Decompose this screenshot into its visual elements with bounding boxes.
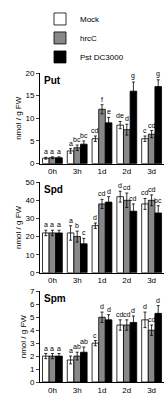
svg-text:0: 0	[30, 159, 35, 168]
svg-text:0h: 0h	[48, 386, 57, 395]
svg-text:7: 7	[30, 287, 35, 296]
svg-text:Mock: Mock	[80, 15, 100, 24]
svg-text:a: a	[50, 148, 54, 155]
svg-text:a: a	[57, 148, 61, 155]
svg-text:a: a	[57, 221, 61, 228]
svg-text:3h: 3h	[73, 167, 82, 176]
svg-text:a: a	[57, 345, 61, 352]
svg-text:d: d	[107, 306, 111, 313]
svg-text:d: d	[118, 182, 122, 189]
svg-text:1: 1	[30, 365, 35, 374]
svg-text:bc: bc	[154, 197, 162, 204]
svg-text:2: 2	[30, 352, 35, 361]
svg-text:g: g	[131, 72, 135, 80]
svg-text:6: 6	[30, 300, 35, 309]
svg-text:3d: 3d	[147, 167, 156, 176]
svg-text:a: a	[44, 221, 48, 228]
svg-text:50: 50	[25, 178, 34, 187]
svg-text:1d: 1d	[98, 167, 107, 176]
svg-text:de: de	[116, 112, 124, 119]
svg-text:3: 3	[30, 339, 35, 348]
svg-text:3d: 3d	[147, 276, 156, 285]
svg-text:Spm: Spm	[44, 293, 66, 304]
svg-text:a: a	[50, 345, 54, 352]
svg-text:0h: 0h	[48, 167, 57, 176]
svg-text:20: 20	[25, 69, 34, 78]
svg-text:cd: cd	[148, 122, 156, 129]
svg-text:3d: 3d	[147, 386, 156, 395]
svg-text:cd: cd	[148, 186, 156, 193]
svg-text:Put: Put	[44, 75, 61, 86]
svg-text:nmol / g FW: nmol / g FW	[14, 205, 23, 249]
svg-text:5: 5	[30, 313, 35, 322]
svg-text:d: d	[100, 303, 104, 310]
svg-text:e: e	[107, 108, 111, 115]
svg-text:0: 0	[30, 378, 35, 387]
svg-text:a: a	[69, 217, 73, 224]
svg-text:cd: cd	[91, 127, 99, 134]
svg-text:1d: 1d	[98, 276, 107, 285]
svg-text:d: d	[93, 214, 97, 221]
svg-text:ab: ab	[73, 343, 81, 350]
svg-text:nmol / g FW: nmol / g FW	[14, 96, 23, 140]
svg-text:nmol / g FW: nmol / g FW	[19, 315, 28, 359]
svg-text:a: a	[69, 347, 73, 354]
svg-text:3h: 3h	[73, 276, 82, 285]
svg-text:cd: cd	[141, 189, 149, 196]
svg-text:g: g	[156, 70, 160, 78]
svg-text:Spd: Spd	[44, 184, 63, 195]
svg-text:10: 10	[25, 114, 34, 123]
svg-text:10: 10	[25, 250, 34, 259]
svg-text:cd: cd	[148, 316, 156, 323]
svg-text:a: a	[44, 148, 48, 155]
svg-text:a: a	[69, 140, 73, 147]
svg-text:ab: ab	[80, 338, 88, 345]
svg-text:hrcC: hrcC	[80, 34, 97, 43]
svg-text:40: 40	[25, 196, 34, 205]
svg-text:cd: cd	[116, 311, 124, 318]
svg-text:5: 5	[30, 137, 35, 146]
svg-text:30: 30	[25, 214, 34, 223]
svg-text:c: c	[93, 332, 97, 339]
svg-text:d: d	[156, 297, 160, 304]
svg-text:1d: 1d	[98, 386, 107, 395]
svg-text:b: b	[75, 222, 79, 229]
svg-text:bc: bc	[73, 136, 81, 143]
svg-text:d: d	[107, 188, 111, 195]
svg-text:20: 20	[25, 232, 34, 241]
svg-text:cd: cd	[98, 190, 106, 197]
svg-text:3h: 3h	[73, 386, 82, 395]
svg-text:d: d	[143, 303, 147, 310]
svg-text:cd: cd	[123, 311, 131, 318]
svg-text:d: d	[125, 115, 129, 122]
svg-text:c: c	[82, 229, 86, 236]
svg-text:4: 4	[30, 326, 35, 335]
svg-text:15: 15	[25, 91, 34, 100]
svg-text:2d: 2d	[122, 276, 131, 285]
svg-text:cd: cd	[123, 184, 131, 191]
svg-text:a: a	[44, 345, 48, 352]
svg-text:2d: 2d	[122, 167, 131, 176]
svg-text:cd: cd	[129, 195, 137, 202]
svg-text:2d: 2d	[122, 386, 131, 395]
svg-text:Pst DC3000: Pst DC3000	[80, 53, 124, 62]
svg-text:c: c	[143, 127, 147, 134]
svg-text:0: 0	[30, 269, 35, 278]
svg-text:d: d	[131, 307, 135, 314]
svg-text:f: f	[101, 96, 103, 103]
svg-text:bc: bc	[80, 132, 88, 139]
svg-text:a: a	[50, 221, 54, 228]
svg-text:0h: 0h	[48, 276, 57, 285]
